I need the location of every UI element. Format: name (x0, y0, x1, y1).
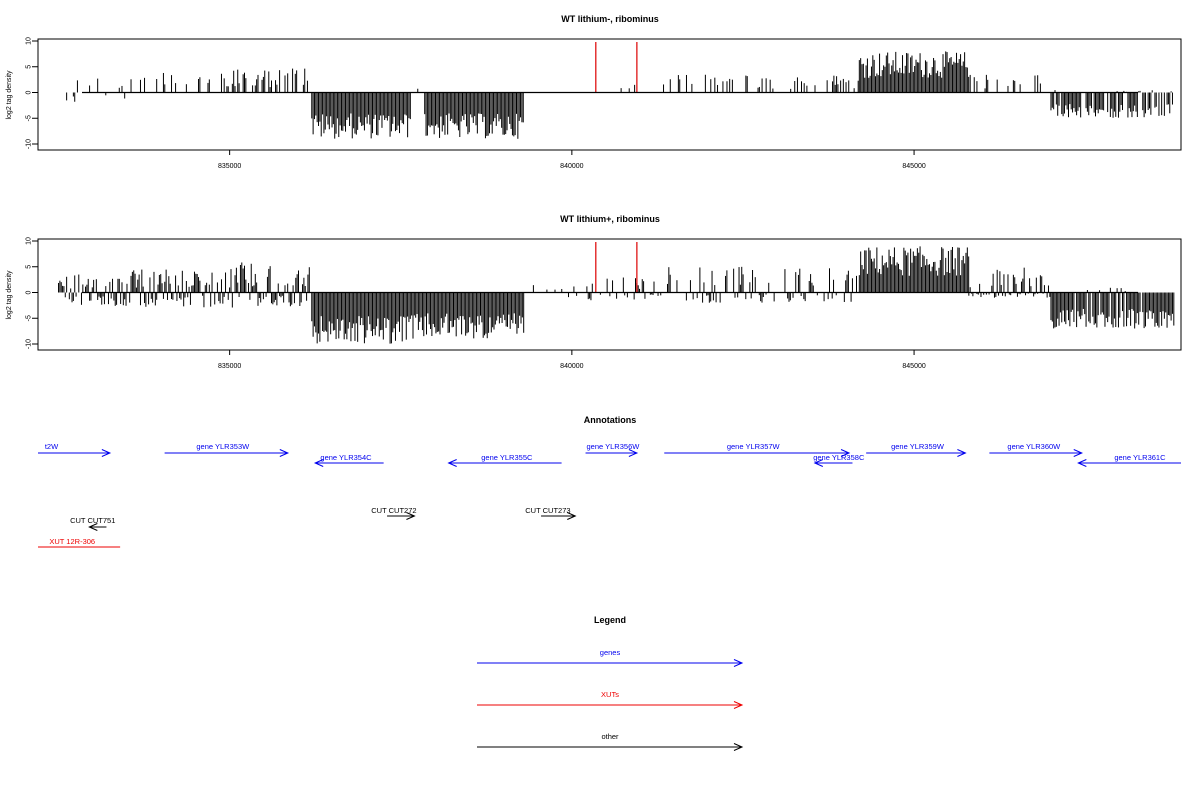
y-tick-label: 5 (26, 265, 33, 269)
y-tick-label: 10 (26, 237, 33, 245)
x-tick-label: 840000 (560, 163, 583, 170)
density-bars (58, 246, 1175, 344)
arrow-head-right-icon (733, 701, 744, 709)
feature-gene-ylr361c: gene YLR361C (1077, 453, 1181, 467)
feature-gene-ylr358c: gene YLR358C (813, 453, 865, 467)
x-tick-label: 835000 (218, 163, 241, 170)
arrow-head-right-icon (279, 449, 290, 457)
arrow-head-left-icon (447, 459, 457, 467)
track-panel-lithium-minus: WT lithium-, ribominus log2 tag density … (6, 14, 1182, 170)
legend-label: XUTs (601, 690, 619, 699)
feature-gene-ylr357w: gene YLR357W (664, 442, 851, 457)
plot-frame (37, 38, 1182, 151)
legend-label: other (601, 732, 619, 741)
feature-label: CUT CUT751 (70, 516, 115, 525)
feature-gene-ylr356w: gene YLR356W (585, 442, 641, 457)
legend-panel: Legend genes XUTs other (477, 615, 744, 751)
arrow-head-right-icon (628, 449, 639, 457)
annotations-title: Annotations (584, 415, 637, 425)
x-tick-label: 845000 (902, 163, 925, 170)
arrow-head-right-icon (406, 512, 416, 520)
feature-cut-cut272: CUT CUT272 (371, 506, 417, 520)
axis-ticks: 10 5 0 -5 -10 835000 840000 845000 (26, 237, 926, 370)
feature-label: gene YLR358C (813, 453, 865, 462)
arrow-head-right-icon (733, 743, 744, 751)
y-tick-label: 0 (26, 90, 33, 94)
annotations-panel: Annotations t2W gene YLR353W gene YLR354C g… (38, 415, 1181, 548)
panel-title: WT lithium-, ribominus (561, 14, 659, 24)
y-tick-label: 0 (26, 290, 33, 294)
red-markers (595, 242, 638, 293)
feature-cut-cut751: CUT CUT751 (70, 516, 115, 531)
feature-gene-ylr354c: gene YLR354C (313, 453, 384, 467)
feature-label: gene YLR361C (1114, 453, 1166, 462)
track-panel-lithium-plus: WT lithium+, ribominus log2 tag density … (6, 214, 1182, 370)
y-axis-label: log2 tag density (6, 270, 13, 320)
feature-gene-ylr355c: gene YLR355C (447, 453, 562, 467)
feature-label: gene YLR357W (727, 442, 781, 451)
legend-items: genes XUTs other (477, 648, 744, 751)
feature-label: CUT CUT272 (371, 506, 416, 515)
density-bars (66, 51, 1173, 139)
feature-xut-12r-306: XUT 12R-306 (38, 537, 121, 548)
feature-label: gene YLR354C (320, 453, 372, 462)
feature-label: gene YLR355C (481, 453, 533, 462)
feature-list: t2W gene YLR353W gene YLR354C gene YLR355C g… (38, 442, 1181, 548)
legend-title: Legend (594, 615, 626, 625)
red-markers (595, 42, 638, 93)
feature-label: gene YLR359W (891, 442, 945, 451)
feature-label: CUT CUT273 (525, 506, 570, 515)
feature-gene-ylr360w: gene YLR360W (989, 442, 1084, 457)
arrow-head-right-icon (101, 449, 112, 457)
arrow-head-right-icon (567, 512, 577, 520)
y-tick-label: -10 (26, 339, 33, 349)
plot-frame (37, 238, 1182, 351)
feature-gene-ylr359w: gene YLR359W (866, 442, 967, 457)
arrow-head-left-icon (88, 523, 98, 531)
legend-item-genes: genes (477, 648, 744, 667)
y-tick-label: -5 (26, 315, 33, 321)
feature-label: XUT 12R-306 (49, 537, 95, 546)
arrow-head-right-icon (840, 449, 851, 457)
arrow-head-left-icon (813, 459, 824, 467)
feature-label: gene YLR356W (587, 442, 641, 451)
feature-label: gene YLR360W (1007, 442, 1061, 451)
x-tick-label: 835000 (218, 363, 241, 370)
panel-title: WT lithium+, ribominus (560, 214, 660, 224)
arrow-head-right-icon (957, 449, 967, 457)
x-tick-label: 845000 (902, 363, 925, 370)
y-tick-label: 10 (26, 37, 33, 45)
arrow-head-right-icon (733, 659, 744, 667)
y-axis-label: log2 tag density (6, 70, 13, 120)
feature-label: t2W (45, 442, 59, 451)
arrow-head-right-icon (1073, 449, 1084, 457)
y-tick-label: -5 (26, 115, 33, 121)
x-tick-label: 840000 (560, 363, 583, 370)
feature-gene-ylr353w: gene YLR353W (164, 442, 290, 457)
axis-ticks: 10 5 0 -5 -10 835000 840000 845000 (26, 37, 926, 170)
arrow-head-left-icon (1077, 459, 1087, 467)
y-tick-label: -10 (26, 139, 33, 149)
feature-t2w: t2W (38, 442, 112, 457)
arrow-head-left-icon (313, 459, 324, 467)
feature-cut-cut273: CUT CUT273 (525, 506, 577, 520)
legend-item-xuts: XUTs (477, 690, 744, 709)
legend-item-other: other (477, 732, 744, 751)
y-tick-label: 5 (26, 65, 33, 69)
legend-label: genes (600, 648, 621, 657)
feature-label: gene YLR353W (196, 442, 250, 451)
